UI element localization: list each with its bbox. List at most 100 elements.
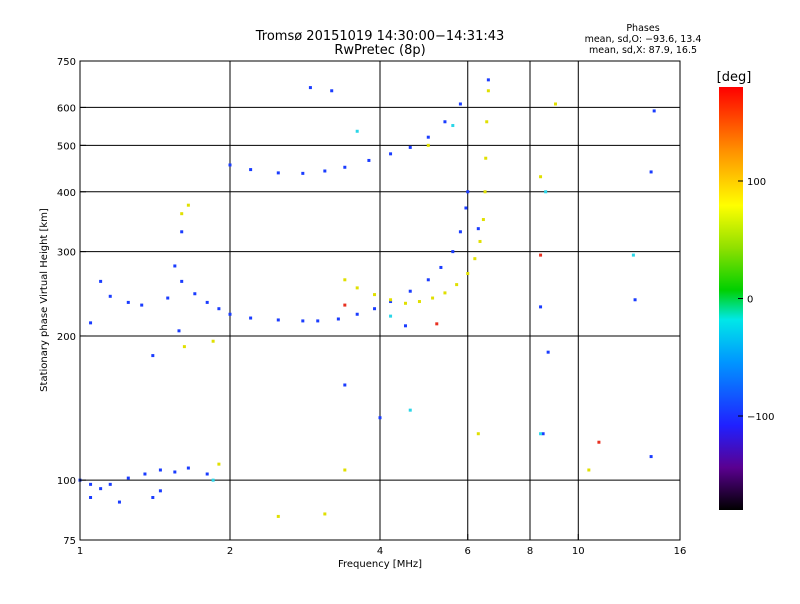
data-point: [301, 319, 305, 323]
y-tick-label: 75: [63, 536, 76, 547]
data-point: [484, 156, 488, 160]
y-tick-label: 500: [57, 141, 76, 152]
data-point: [108, 294, 112, 298]
data-point: [431, 296, 435, 300]
data-point: [336, 317, 340, 321]
x-tick-label: 2: [227, 546, 233, 557]
data-point: [378, 416, 382, 420]
data-point: [455, 283, 459, 287]
points-layer: [78, 78, 656, 518]
data-point: [458, 102, 462, 106]
data-point: [211, 478, 215, 482]
data-point: [466, 190, 470, 194]
data-point: [403, 301, 407, 305]
data-point: [367, 158, 371, 162]
data-point: [373, 307, 377, 311]
data-point: [466, 272, 470, 276]
y-tick-label: 600: [57, 103, 76, 114]
data-point: [539, 253, 543, 257]
data-point: [151, 354, 155, 358]
y-tick-label: 750: [57, 57, 76, 68]
data-point: [476, 227, 480, 231]
data-point: [439, 265, 443, 269]
data-point: [143, 472, 147, 476]
y-axis-label: Stationary phase Virtual Height [km]: [39, 208, 50, 392]
data-point: [464, 206, 468, 210]
chart-subtitle: RwPretec (8p): [334, 43, 425, 58]
data-point: [403, 324, 407, 328]
ticks-layer: 1 2 4 6 8 10 16 75 100 200 300 400 500 600 750: [57, 57, 686, 557]
x-tick-label: 8: [527, 546, 533, 557]
data-point: [483, 190, 487, 194]
data-point: [276, 514, 280, 518]
data-point: [193, 292, 197, 296]
data-point: [426, 143, 430, 147]
data-point: [633, 298, 637, 302]
y-tick-label: 200: [57, 332, 76, 343]
data-point: [355, 129, 359, 133]
x-tick-label: 4: [377, 546, 383, 557]
data-point: [343, 165, 347, 169]
data-point: [476, 432, 480, 436]
colorbar-tick-label: 0: [747, 295, 753, 306]
data-point: [597, 440, 601, 444]
data-point: [166, 296, 170, 300]
legend-line-o: mean, sd,O: −93.6, 13.4: [585, 34, 702, 45]
colorbar-tick-label: −100: [747, 412, 774, 423]
data-point: [649, 170, 653, 174]
data-point: [301, 171, 305, 175]
data-point: [355, 286, 359, 290]
data-point: [587, 468, 591, 472]
data-point: [217, 462, 221, 466]
data-point: [544, 190, 548, 194]
data-point: [343, 383, 347, 387]
data-point: [186, 203, 190, 207]
data-point: [539, 432, 543, 436]
data-point: [177, 329, 181, 333]
data-point: [249, 316, 253, 320]
data-point: [539, 305, 543, 309]
data-point: [89, 321, 93, 325]
data-point: [308, 86, 312, 90]
data-point: [117, 500, 121, 504]
data-point: [211, 339, 215, 343]
data-point: [443, 291, 447, 295]
x-tick-label: 10: [572, 546, 585, 557]
data-point: [343, 278, 347, 282]
data-point: [417, 300, 421, 304]
data-point: [426, 135, 430, 139]
x-tick-label: 16: [674, 546, 687, 557]
colorbar-tick-label: 100: [747, 177, 766, 188]
data-point: [228, 312, 232, 316]
x-tick-label: 1: [77, 546, 83, 557]
data-point: [173, 470, 177, 474]
legend-line-x: mean, sd,X: 87.9, 16.5: [589, 45, 697, 56]
data-point: [316, 319, 320, 323]
data-point: [426, 278, 430, 282]
data-point: [486, 89, 490, 93]
data-point: [249, 168, 253, 172]
y-tick-label: 100: [57, 476, 76, 487]
data-point: [389, 152, 393, 156]
data-point: [539, 175, 543, 179]
data-point: [451, 250, 455, 254]
data-point: [373, 293, 377, 297]
x-axis-label: Frequency [MHz]: [338, 559, 422, 570]
y-tick-label: 400: [57, 188, 76, 199]
data-point: [158, 489, 162, 493]
data-point: [323, 512, 327, 516]
data-point: [180, 212, 184, 216]
data-point: [652, 109, 656, 113]
data-point: [126, 476, 130, 480]
legend-title: Phases: [626, 23, 659, 34]
data-point: [389, 298, 393, 302]
data-point: [228, 163, 232, 167]
data-point: [355, 312, 359, 316]
data-point: [389, 300, 393, 304]
data-point: [126, 300, 130, 304]
data-point: [158, 468, 162, 472]
data-point: [151, 495, 155, 499]
data-point: [343, 303, 347, 307]
data-point: [486, 78, 490, 82]
